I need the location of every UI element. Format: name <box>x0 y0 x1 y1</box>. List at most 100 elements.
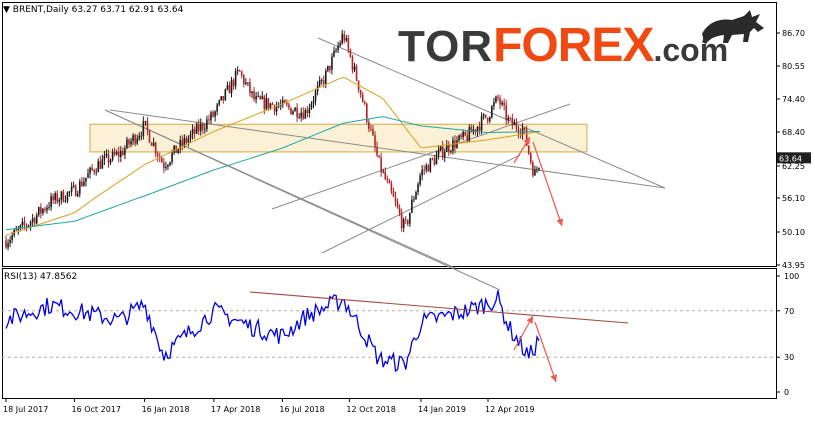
candle-body <box>148 130 151 143</box>
candle-body <box>251 91 253 94</box>
resistance-zone <box>89 123 588 153</box>
candle-body <box>70 186 73 192</box>
candle-body <box>271 103 274 105</box>
candle-body <box>212 112 214 117</box>
bull-logo-icon <box>702 10 764 44</box>
candle-body <box>413 199 415 201</box>
candle-body <box>27 225 30 227</box>
candle-body <box>398 207 401 214</box>
candle-body <box>429 158 432 172</box>
candle-body <box>150 142 153 146</box>
candle-body <box>343 33 346 41</box>
candle-body <box>87 173 89 178</box>
candle-body <box>333 50 335 57</box>
candle-body <box>103 155 106 160</box>
candle-body <box>341 33 343 44</box>
candle-body <box>255 96 257 100</box>
candle-body <box>206 119 208 129</box>
candle-body <box>15 229 18 231</box>
candle-body <box>238 70 241 72</box>
candle-body <box>66 192 69 201</box>
candle-body <box>107 153 110 163</box>
candle-body <box>501 102 503 105</box>
candle-body <box>310 103 313 109</box>
candle-body <box>56 193 59 203</box>
candle-body <box>363 101 366 104</box>
rsi-arrow-down <box>534 321 557 383</box>
candle-body <box>243 75 245 84</box>
candle-body <box>468 127 471 141</box>
candle-body <box>452 140 454 152</box>
rsi-arrow-down-head <box>550 374 557 382</box>
ohlc-values: 63.27 63.71 62.91 63.64 <box>71 5 184 15</box>
candle-body <box>64 200 67 202</box>
candle-body <box>226 85 229 90</box>
candle-body <box>402 219 405 228</box>
candle-body <box>450 151 452 152</box>
candle-body <box>185 137 188 143</box>
candle-body <box>146 121 149 131</box>
forecast-arrow-down-head <box>556 218 564 226</box>
time-label: 16 Jul 2018 <box>279 405 324 414</box>
candle-body <box>138 135 141 139</box>
channel-line <box>321 154 521 254</box>
candle-body <box>435 155 438 165</box>
price-label: 56.10 <box>782 194 805 203</box>
candle-body <box>76 193 79 197</box>
candle-body <box>380 157 382 173</box>
candle-body <box>228 85 231 94</box>
candle-body <box>331 56 333 70</box>
candle-body <box>247 82 249 84</box>
candle-body <box>93 169 95 173</box>
candle-body <box>277 105 280 107</box>
candle-body <box>517 128 520 134</box>
candle-body <box>79 181 81 194</box>
candle-body <box>236 70 239 72</box>
candle-body <box>525 129 528 146</box>
candle-body <box>513 122 516 126</box>
candle-body <box>359 90 362 95</box>
candle-body <box>384 171 387 180</box>
candle-body <box>511 117 514 126</box>
candle-body <box>58 199 61 203</box>
price-label: 43.95 <box>782 261 805 270</box>
candle-body <box>427 165 430 172</box>
candle-body <box>439 146 442 151</box>
candle-body <box>21 221 24 226</box>
candle-body <box>361 94 364 102</box>
candle-body <box>234 71 237 87</box>
moving-average-slow <box>5 116 540 231</box>
candle-body <box>495 96 497 103</box>
candle-body <box>374 135 376 147</box>
collapse-triangle-icon[interactable]: ▼ <box>3 5 10 15</box>
candle-body <box>31 218 34 222</box>
candle-body <box>23 221 26 226</box>
candle-body <box>89 167 91 174</box>
candle-body <box>421 169 423 176</box>
candle-body <box>113 151 116 155</box>
candle-body <box>9 239 11 244</box>
candle-body <box>120 150 122 157</box>
candle-body <box>199 123 202 132</box>
candle-body <box>193 129 196 134</box>
candle-body <box>46 207 48 211</box>
candle-body <box>19 225 22 229</box>
candle-body <box>220 96 223 101</box>
candle-body <box>273 104 276 112</box>
candle-body <box>503 102 505 106</box>
candle-body <box>523 127 526 130</box>
candle-body <box>396 201 399 208</box>
rsi-axis-label: 100 <box>784 272 799 281</box>
candle-body <box>349 49 352 57</box>
candle-body <box>335 50 337 52</box>
candle-body <box>484 114 487 118</box>
candle-body <box>415 192 417 200</box>
candle-body <box>179 139 182 150</box>
candle-body <box>134 135 136 144</box>
candle-body <box>294 107 296 112</box>
rsi-trendline <box>249 291 629 324</box>
candle-body <box>218 100 220 105</box>
candle-body <box>482 114 485 116</box>
candle-body <box>83 181 85 186</box>
candle-body <box>122 150 124 155</box>
